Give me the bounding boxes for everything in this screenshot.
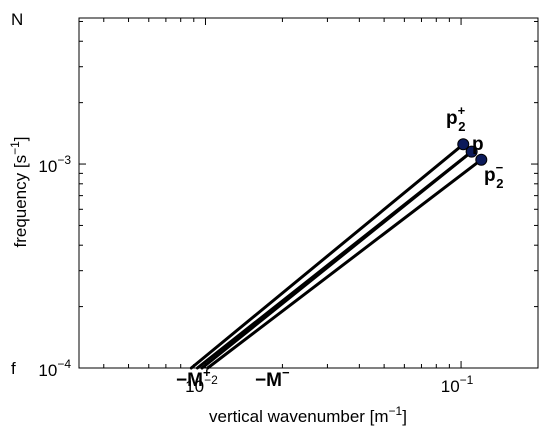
- annotation-p2-plus: p+ 2: [446, 103, 466, 134]
- tick-labels: 10−2 10−1 10−4 10−3 Nf: [11, 10, 474, 396]
- annotation-p: p: [472, 134, 484, 155]
- markers: [457, 138, 488, 166]
- x-tick-label-1: 10−2: [185, 373, 218, 396]
- y-axis-label: frequency [s−1]: [8, 136, 30, 247]
- annotation-m-plus: −M+: [176, 365, 211, 391]
- annotation-p2-minus: p− 2: [484, 160, 504, 191]
- series-line-1: [189, 142, 465, 370]
- x-tick-label-2: 10−1: [441, 373, 474, 396]
- y-text-label-f: f: [11, 359, 16, 378]
- series-lines: [189, 142, 483, 370]
- data-point-2: [465, 145, 478, 158]
- y-text-label-n: N: [11, 10, 23, 29]
- series-line-4: [206, 158, 483, 370]
- data-point-1: [457, 138, 470, 151]
- ticks: [79, 18, 539, 369]
- series-line-3: [200, 150, 474, 370]
- plot-area: [78, 17, 539, 369]
- x-axis-label: vertical wavenumber [m−1]: [209, 404, 407, 426]
- y-tick-label-1: 10−4: [38, 357, 71, 380]
- y-tick-label-2: 10−3: [38, 153, 71, 176]
- data-point-3: [475, 153, 488, 166]
- annotation-m-minus: −M−: [255, 365, 290, 391]
